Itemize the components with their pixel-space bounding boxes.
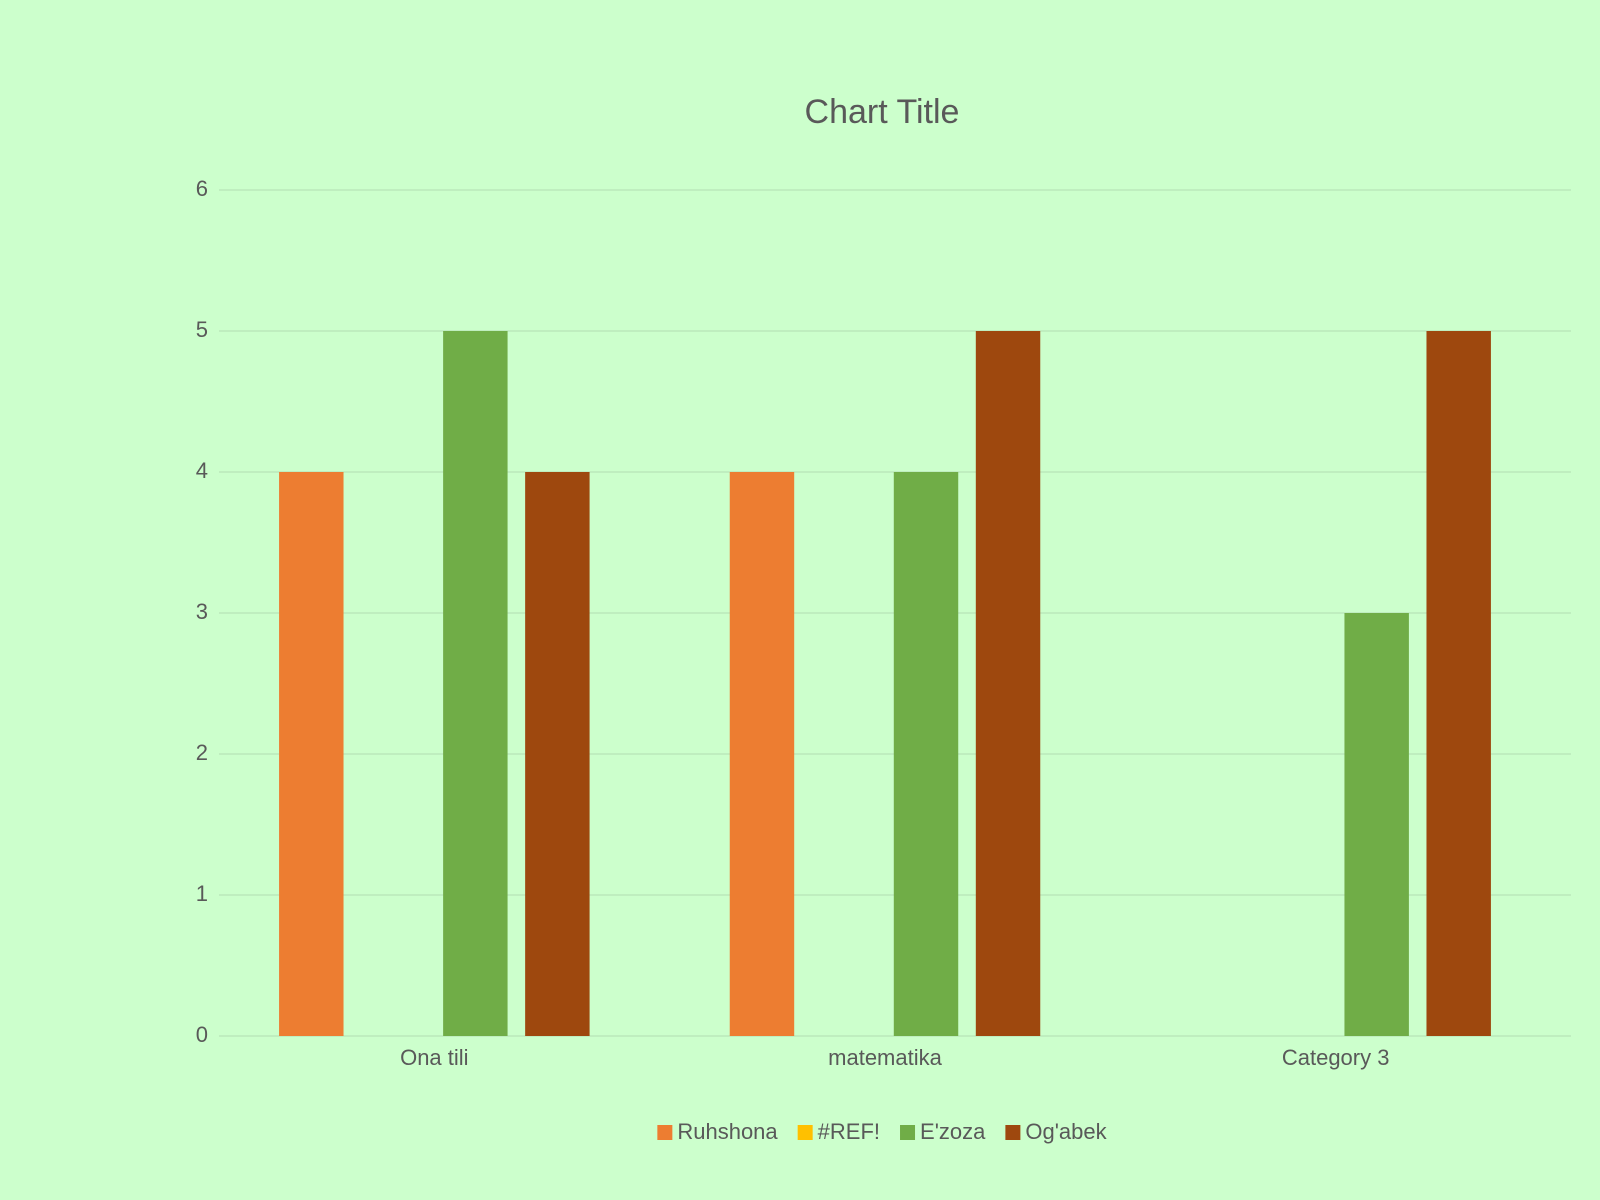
x-tick-label: matematika	[828, 1045, 942, 1070]
y-tick-label: 6	[196, 176, 208, 201]
chart-title: Chart Title	[805, 93, 960, 131]
legend-label: Og'abek	[1025, 1119, 1107, 1144]
x-tick-label: Category 3	[1282, 1045, 1390, 1070]
legend-swatch	[900, 1125, 916, 1140]
x-tick-label: Ona tili	[400, 1045, 468, 1070]
bar	[279, 472, 344, 1036]
y-tick-label: 2	[196, 740, 208, 765]
bar	[525, 472, 590, 1036]
bar	[1344, 613, 1409, 1036]
y-tick-label: 4	[196, 458, 208, 483]
bar	[893, 472, 959, 1036]
legend-label: Ruhshona	[677, 1119, 778, 1144]
y-tick-label: 3	[196, 599, 208, 624]
bar	[975, 331, 1041, 1036]
bar	[1426, 331, 1491, 1036]
y-tick-label: 0	[196, 1022, 208, 1047]
legend-swatch	[657, 1125, 673, 1140]
y-tick-label: 5	[196, 317, 208, 342]
bar	[443, 331, 508, 1036]
legend-swatch	[797, 1125, 813, 1140]
legend-label: #REF!	[818, 1119, 880, 1144]
y-tick-label: 1	[196, 881, 208, 906]
bar	[729, 472, 795, 1036]
legend-swatch	[1005, 1125, 1021, 1140]
legend-label: E'zoza	[920, 1119, 986, 1144]
